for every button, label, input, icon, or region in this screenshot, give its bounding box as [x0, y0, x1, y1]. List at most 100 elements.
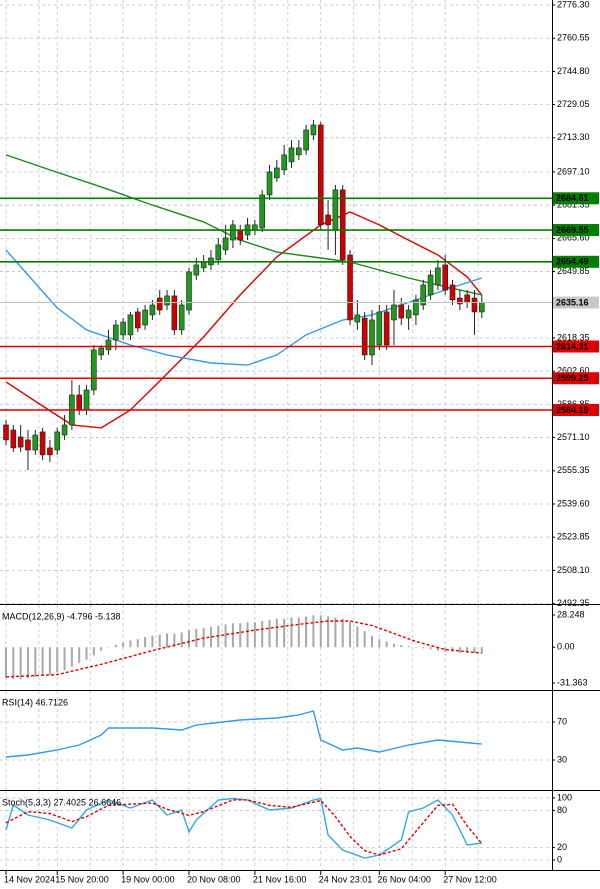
- candle-body: [478, 302, 485, 313]
- macd-bar: [268, 619, 271, 648]
- macd-bar: [312, 615, 315, 648]
- y-tick-label: 0: [557, 854, 562, 864]
- macd-bar: [392, 643, 395, 648]
- candle-body: [83, 389, 90, 411]
- y-tick-label: -31.363: [557, 677, 588, 687]
- candle-body: [464, 294, 470, 303]
- macd-bar: [378, 639, 381, 648]
- y-tick-label: 2523.85: [557, 532, 590, 542]
- y-tick-label: 2649.85: [557, 266, 590, 276]
- candle-body: [237, 229, 244, 241]
- indicator-title: MACD(12,26,9) -4.796 -5.138: [2, 611, 121, 621]
- macd-bar: [188, 630, 190, 648]
- macd-bar: [400, 644, 403, 648]
- candle-body: [215, 244, 222, 261]
- macd-bar: [129, 640, 132, 648]
- indicator-line: [5, 799, 483, 856]
- candle-body: [120, 321, 126, 336]
- candle-body: [156, 297, 163, 311]
- macd-bar: [327, 616, 330, 648]
- candle-body: [142, 309, 148, 326]
- candle-body: [25, 439, 31, 451]
- macd-bar: [385, 641, 388, 648]
- macd-bar: [283, 618, 286, 648]
- x-tick-label: 26 Nov 04:00: [377, 874, 431, 884]
- y-tick-label: 20: [557, 842, 567, 852]
- level-label: 2654.49: [556, 257, 589, 267]
- indicator-line: [5, 211, 483, 429]
- macd-bar: [144, 636, 147, 648]
- y-tick-label: 2555.35: [557, 465, 590, 475]
- candle-body: [347, 254, 353, 321]
- candle-body: [54, 431, 61, 451]
- macd-bar: [297, 617, 300, 648]
- y-tick-label: 2665.60: [557, 233, 590, 243]
- macd-bar: [78, 647, 81, 664]
- macd-bar: [444, 647, 447, 652]
- macd-bar: [41, 647, 44, 676]
- x-tick-label: 24 Nov 23:01: [319, 874, 373, 884]
- macd-bar: [100, 647, 103, 651]
- candle-body: [420, 284, 427, 306]
- macd-bar: [356, 626, 359, 648]
- y-tick-label: 2586.85: [557, 399, 590, 409]
- candle-body: [288, 147, 295, 163]
- candle-body: [127, 314, 134, 336]
- macd-bar: [305, 616, 308, 648]
- macd-bar: [5, 647, 7, 679]
- macd-bar: [466, 647, 469, 653]
- candle-body: [149, 304, 156, 316]
- macd-bar: [195, 628, 198, 648]
- macd-bar: [422, 647, 425, 649]
- candle-body: [134, 311, 141, 329]
- candle-body: [222, 237, 229, 251]
- candle-body: [413, 299, 419, 316]
- x-tick-label: 27 Nov 12:00: [443, 874, 497, 884]
- macd-bar: [480, 647, 483, 653]
- macd-bar: [26, 647, 29, 679]
- candle-body: [61, 424, 68, 436]
- candle-body: [252, 224, 258, 231]
- level-label: 2584.19: [556, 405, 589, 415]
- macd-bar: [56, 647, 59, 673]
- indicator-line: [5, 710, 482, 758]
- candle-body: [376, 311, 383, 346]
- y-tick-label: 2760.55: [557, 33, 590, 43]
- level-label: 2684.61: [556, 193, 589, 203]
- indicator-title: Stoch(5,3,3) 27.4025 26.6646: [2, 797, 121, 807]
- macd-bar: [429, 647, 432, 650]
- level-tag: [553, 340, 599, 353]
- candle-body: [303, 129, 309, 151]
- level-tag: [553, 255, 599, 268]
- level-label: 2614.31: [556, 341, 589, 351]
- macd-bar: [458, 647, 461, 653]
- candle-body: [369, 319, 375, 356]
- y-tick-label: 28.248: [557, 609, 585, 619]
- candle-body: [259, 194, 266, 229]
- y-tick-label: 100: [557, 792, 572, 802]
- macd-bar: [122, 642, 125, 648]
- y-tick-label: 0.00: [557, 642, 575, 652]
- candle-body: [266, 171, 273, 196]
- macd-bar: [209, 626, 212, 648]
- macd-bar: [261, 620, 264, 648]
- macd-bar: [180, 632, 183, 648]
- indicator-line: [5, 620, 482, 678]
- macd-bar: [114, 644, 117, 648]
- candle-body: [193, 264, 200, 276]
- y-tick-label: 2539.60: [557, 498, 590, 508]
- macd-bar: [371, 635, 373, 648]
- candle-body: [39, 431, 46, 456]
- level-label: 2669.55: [556, 225, 589, 235]
- macd-bar: [107, 647, 110, 648]
- candle-body: [3, 424, 9, 441]
- macd-bar: [334, 617, 337, 648]
- macd-bar: [239, 623, 242, 648]
- candle-body: [91, 349, 97, 391]
- macd-bar: [70, 647, 73, 667]
- candle-body: [171, 295, 178, 331]
- y-tick-label: 2697.10: [557, 166, 590, 176]
- macd-bar: [363, 631, 366, 648]
- candle-body: [200, 261, 207, 269]
- macd-bar: [85, 647, 88, 660]
